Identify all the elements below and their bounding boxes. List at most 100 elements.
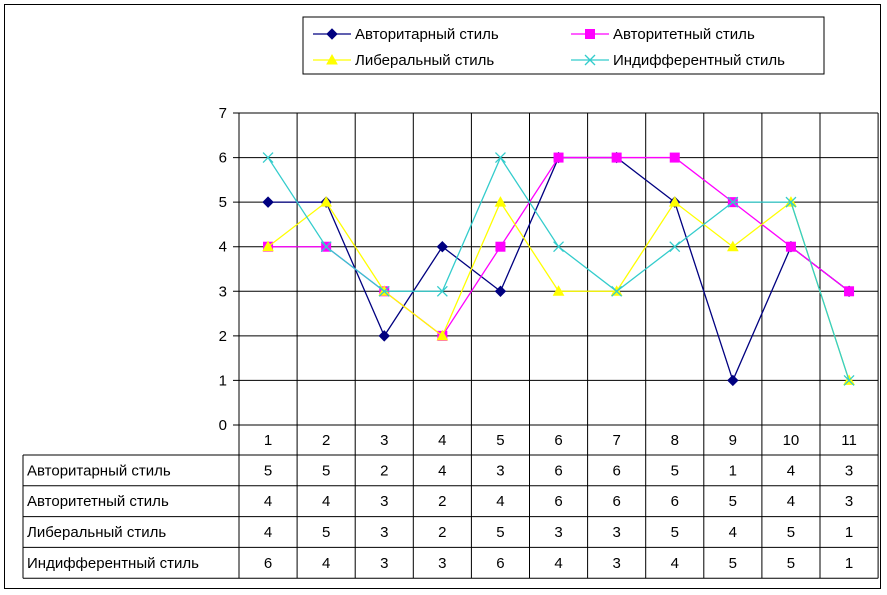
table-row-label: Либеральный стиль xyxy=(27,524,166,541)
table-cell: 2 xyxy=(380,462,388,479)
x-tick-label: 5 xyxy=(496,432,504,449)
x-tick-label: 11 xyxy=(841,432,857,449)
table-cell: 4 xyxy=(496,493,504,510)
table-cell: 1 xyxy=(729,462,737,479)
data-point xyxy=(727,196,739,208)
table-cell: 4 xyxy=(554,555,562,572)
data-point xyxy=(669,152,680,163)
legend-marker xyxy=(326,28,338,40)
line-chart: Авторитарный стиль Авторитетный стиль Либе… xyxy=(22,16,879,579)
table-cell: 2 xyxy=(438,524,446,541)
data-point xyxy=(552,285,565,296)
table-cell: 4 xyxy=(787,462,795,479)
data-point xyxy=(262,152,274,164)
table-row-label: Авторитетный стиль xyxy=(27,493,169,510)
table-cell: 3 xyxy=(612,524,620,541)
series-lines xyxy=(262,151,855,387)
table-cell: 5 xyxy=(496,524,504,541)
legend-marker xyxy=(584,54,596,66)
series-4 xyxy=(262,152,855,386)
y-tick-label: 6 xyxy=(219,150,227,167)
y-tick-label: 1 xyxy=(219,372,227,389)
y-tick-label: 2 xyxy=(219,328,227,345)
table-cell: 3 xyxy=(612,555,620,572)
data-point xyxy=(436,329,449,341)
y-tick-label: 4 xyxy=(219,239,227,256)
data-point xyxy=(843,374,855,386)
data-point xyxy=(611,285,623,297)
chart-frame: Авторитарный стиль Авторитетный стиль Либе… xyxy=(4,4,881,589)
y-tick-label: 7 xyxy=(219,105,227,122)
legend-label: Авторитетный стиль xyxy=(613,26,755,43)
table-cell: 6 xyxy=(612,493,620,510)
data-point xyxy=(320,241,332,253)
table-cell: 5 xyxy=(264,462,272,479)
legend-item: Авторитарный стиль xyxy=(313,26,499,43)
table-cell: 4 xyxy=(264,524,272,541)
table-cell: 4 xyxy=(787,493,795,510)
table-cell: 5 xyxy=(787,524,795,541)
data-point xyxy=(262,196,274,208)
data-point xyxy=(727,240,739,252)
legend-marker xyxy=(326,53,338,65)
legend-label: Авторитарный стиль xyxy=(355,26,499,43)
table-cell: 6 xyxy=(264,555,272,572)
x-tick-label: 9 xyxy=(729,432,737,449)
data-point xyxy=(494,196,507,207)
x-tick-label: 3 xyxy=(380,432,388,449)
legend-marker xyxy=(585,29,595,39)
data-point xyxy=(785,196,797,208)
data-point xyxy=(378,285,390,297)
legend-item: Авторитетный стиль xyxy=(571,26,755,43)
plot-grid xyxy=(233,112,879,579)
table-cell: 3 xyxy=(380,555,388,572)
table-cell: 5 xyxy=(322,462,330,479)
data-point xyxy=(668,196,681,207)
table-cell: 6 xyxy=(496,555,504,572)
y-tick-label: 3 xyxy=(219,283,227,300)
table-cell: 5 xyxy=(671,462,679,479)
data-point xyxy=(494,152,506,164)
table-cell: 6 xyxy=(671,493,679,510)
data-point xyxy=(611,152,622,163)
data-point xyxy=(785,241,796,252)
x-tick-label: 7 xyxy=(612,432,620,449)
data-point xyxy=(494,285,507,297)
table-cell: 4 xyxy=(322,493,330,510)
data-point xyxy=(553,241,565,253)
legend-item: Либеральный стиль xyxy=(313,52,494,69)
data-point xyxy=(727,374,739,387)
x-tick-label: 4 xyxy=(438,432,446,449)
table-cell: 4 xyxy=(729,524,737,541)
data-point xyxy=(844,286,855,297)
table-cell: 3 xyxy=(438,555,446,572)
table-cell: 1 xyxy=(845,524,853,541)
x-tick-label: 10 xyxy=(783,432,800,449)
table-cell: 3 xyxy=(845,493,853,510)
data-point xyxy=(378,330,390,342)
data-point xyxy=(436,285,448,297)
table-cell: 3 xyxy=(380,493,388,510)
x-tick-label: 1 xyxy=(264,432,272,449)
table-cell: 3 xyxy=(380,524,388,541)
table-cell: 6 xyxy=(554,493,562,510)
data-point xyxy=(669,241,681,253)
data-point xyxy=(495,241,506,252)
table-cell: 1 xyxy=(845,555,853,572)
data-point xyxy=(436,241,449,253)
data-point xyxy=(320,196,332,207)
table-cell: 5 xyxy=(671,524,679,541)
table-cell: 3 xyxy=(845,462,853,479)
table-cell: 4 xyxy=(264,493,272,510)
data-point xyxy=(553,152,564,163)
table-cell: 4 xyxy=(322,555,330,572)
table-cell: 4 xyxy=(438,462,446,479)
table-cell: 5 xyxy=(787,555,795,572)
table-cell: 3 xyxy=(554,524,562,541)
table-cell: 5 xyxy=(322,524,330,541)
y-tick-label: 5 xyxy=(219,194,227,211)
legend: Авторитарный стиль Авторитетный стиль Либе… xyxy=(302,16,825,75)
series-1 xyxy=(262,151,855,387)
table-cell: 2 xyxy=(438,493,446,510)
